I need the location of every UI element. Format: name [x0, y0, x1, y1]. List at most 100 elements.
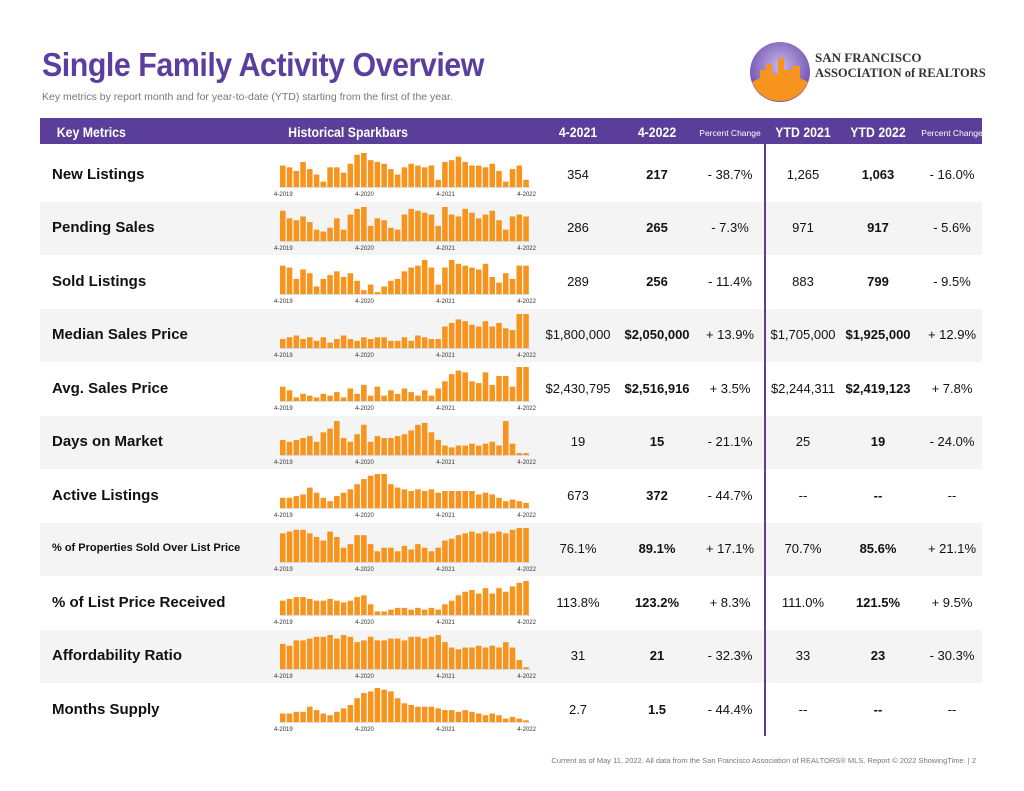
- spark-bar: [415, 210, 421, 241]
- spark-label: 4-2021: [436, 513, 455, 519]
- spark-bar: [509, 529, 516, 562]
- spark-label: 4-2020: [355, 620, 374, 626]
- spark-bar: [280, 713, 286, 722]
- spark-bar: [374, 688, 381, 722]
- spark-bar: [286, 217, 293, 241]
- cell: --: [873, 487, 883, 503]
- cell: 673: [567, 487, 589, 503]
- spark-bar: [448, 322, 455, 348]
- cell: 1,265: [786, 166, 820, 182]
- spark-bar: [455, 318, 462, 348]
- cell: 33: [795, 648, 811, 664]
- sparkbars: 4-2019 4-2020 4-2021 4-2022: [274, 527, 537, 573]
- spark-bar: [509, 499, 516, 508]
- spark-bar: [307, 638, 313, 669]
- spark-bar: [347, 214, 354, 241]
- spark-bar: [367, 284, 374, 294]
- spark-bar: [408, 340, 414, 348]
- cell: $1,705,000: [770, 327, 836, 343]
- spark-bar: [435, 609, 441, 615]
- spark-bar: [374, 474, 381, 508]
- spark-bar: [320, 600, 327, 615]
- spark-bar: [347, 489, 354, 508]
- spark-bar: [496, 219, 502, 241]
- spark-bar: [361, 693, 367, 722]
- spark-bar: [354, 340, 360, 348]
- spark-bar: [340, 708, 347, 722]
- spark-bar: [408, 609, 414, 615]
- spark-bar: [347, 273, 354, 294]
- cell: 256: [646, 273, 668, 289]
- cell: 289: [567, 273, 589, 289]
- spark-bar: [489, 326, 496, 348]
- spark-label: 4-2019: [274, 192, 293, 198]
- spark-bar: [489, 277, 496, 294]
- cell: 971: [792, 220, 814, 236]
- spark-bar: [307, 532, 313, 562]
- spark-bar: [523, 581, 529, 615]
- spark-bar: [354, 433, 360, 455]
- spark-bar: [435, 388, 441, 401]
- spark-bar: [280, 386, 286, 401]
- spark-bar: [502, 641, 509, 669]
- spark-bar: [482, 492, 489, 508]
- spark-bar: [455, 156, 462, 187]
- spark-bar: [361, 595, 367, 615]
- spark-bar: [489, 163, 496, 187]
- spark-bar: [516, 165, 523, 187]
- spark-bar: [300, 494, 306, 508]
- spark-bar: [462, 647, 468, 669]
- cell: - 44.4%: [707, 701, 753, 717]
- spark-bar: [401, 214, 408, 241]
- spark-bar: [496, 588, 502, 615]
- spark-bar: [455, 711, 462, 722]
- spark-bar: [374, 550, 381, 562]
- spark-bar: [469, 165, 475, 187]
- spark-label: 4-2019: [274, 246, 293, 252]
- spark-bar: [502, 375, 509, 401]
- spark-bar: [394, 278, 401, 294]
- cell: $1,800,000: [545, 327, 611, 343]
- metric-label: % of Properties Sold Over List Price: [52, 542, 241, 555]
- cell: 1.5: [647, 701, 667, 717]
- spark-label: 4-2021: [436, 567, 455, 573]
- spark-bar: [509, 586, 516, 615]
- cell: 1,063: [861, 166, 895, 182]
- spark-bar: [361, 336, 367, 348]
- spark-bar: [388, 227, 394, 241]
- spark-bar: [327, 634, 333, 669]
- spark-label: 4-2019: [274, 299, 293, 305]
- cell: 2.7: [568, 701, 588, 717]
- cell: - 5.6%: [933, 220, 971, 236]
- spark-bar: [320, 497, 327, 508]
- spark-bar: [307, 336, 313, 348]
- spark-bar: [334, 711, 340, 722]
- cell: + 7.8%: [931, 380, 973, 396]
- spark-bar: [516, 367, 523, 401]
- spark-bar: [334, 392, 340, 401]
- spark-bar: [367, 338, 374, 348]
- spark-bar: [381, 437, 387, 455]
- spark-bar: [428, 550, 435, 562]
- spark-bar: [354, 154, 360, 187]
- spark-bar: [293, 219, 300, 241]
- spark-bar: [388, 484, 394, 508]
- spark-bar: [482, 167, 489, 187]
- cell: - 21.1%: [707, 434, 753, 450]
- spark-bar: [293, 639, 300, 669]
- spark-bar: [489, 441, 496, 455]
- spark-bar: [300, 711, 306, 722]
- cell: + 21.1%: [927, 541, 977, 557]
- spark-bar: [320, 636, 327, 669]
- footer: Current as of May 11, 2022. All data fro…: [551, 756, 976, 765]
- column-header: Key Metrics: [56, 124, 126, 140]
- spark-bar: [354, 641, 360, 669]
- spark-bar: [516, 718, 523, 722]
- spark-bar: [340, 437, 347, 455]
- spark-label: 4-2020: [355, 406, 374, 412]
- spark-label: 4-2021: [436, 620, 455, 626]
- spark-bar: [280, 600, 286, 615]
- spark-bar: [462, 320, 468, 348]
- spark-bar: [307, 598, 313, 615]
- spark-bar: [502, 273, 509, 294]
